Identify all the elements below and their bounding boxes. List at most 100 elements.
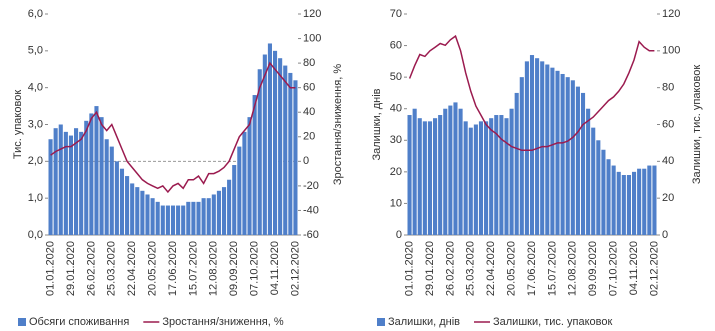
- bar: [478, 121, 484, 235]
- bar: [58, 124, 63, 235]
- bar: [48, 139, 53, 235]
- bar: [74, 128, 79, 235]
- x-tick-label: 07.10.2020: [249, 241, 261, 296]
- y2-tick-label: -20: [303, 180, 319, 192]
- bar: [109, 146, 114, 235]
- bar: [596, 140, 601, 235]
- y-tick-label: 70: [390, 8, 402, 20]
- legend-swatch: [18, 318, 26, 326]
- bar: [140, 190, 145, 235]
- bar: [272, 50, 278, 236]
- bar: [463, 121, 468, 235]
- x-tick-label: 26.02.2020: [85, 241, 97, 296]
- bar: [155, 201, 160, 235]
- legend-label: Залишки, днів: [388, 316, 460, 328]
- bar: [407, 115, 412, 235]
- bar: [94, 106, 99, 235]
- y-tick-label: 60: [390, 39, 402, 51]
- y2-tick-label: 60: [303, 82, 315, 94]
- x-tick-label: 26.02.2020: [444, 241, 456, 296]
- y-tick-label: 1,0: [28, 192, 43, 204]
- bar: [201, 198, 206, 235]
- bar: [412, 108, 417, 235]
- bar: [170, 205, 176, 235]
- bar: [283, 65, 288, 235]
- x-tick-label: 20.05.2020: [146, 241, 158, 296]
- bar: [114, 161, 119, 235]
- bar: [560, 73, 565, 235]
- bar: [130, 183, 135, 235]
- bar: [160, 205, 165, 235]
- bar: [262, 54, 267, 236]
- bar: [586, 108, 591, 235]
- y2-tick-label: 100: [303, 32, 321, 44]
- y2-tick-label: -60: [303, 229, 319, 241]
- bar: [267, 43, 272, 235]
- bar: [524, 61, 529, 235]
- y2-tick-label: 40: [662, 155, 674, 167]
- bar: [165, 205, 170, 235]
- bar: [293, 80, 298, 235]
- bar: [575, 86, 580, 235]
- x-tick-label: 04.11.2020: [628, 241, 640, 295]
- bar: [606, 159, 611, 235]
- bar: [252, 95, 257, 236]
- bar: [453, 102, 458, 236]
- y2-tick-label: 100: [662, 45, 680, 57]
- x-tick-label: 25.03.2020: [106, 241, 118, 296]
- bar: [529, 55, 535, 235]
- bar: [247, 117, 252, 235]
- x-tick-label: 01.01.2020: [403, 241, 415, 296]
- bar: [494, 115, 499, 235]
- x-tick-label: 07.10.2020: [608, 241, 620, 296]
- y2-tick-label: 60: [662, 118, 674, 130]
- bar: [242, 131, 247, 235]
- y-axis-title: Тис. упаковок: [12, 90, 24, 159]
- x-tick-label: 02.12.2020: [289, 241, 301, 296]
- bar: [232, 165, 237, 235]
- bar: [473, 124, 478, 235]
- y-tick-label: 4,0: [28, 82, 43, 94]
- bar: [642, 168, 647, 235]
- line: [50, 61, 296, 194]
- bar: [79, 131, 84, 235]
- bar: [237, 146, 242, 235]
- bar: [514, 92, 519, 235]
- bar: [616, 171, 621, 235]
- bar: [257, 69, 262, 235]
- bar: [119, 168, 125, 235]
- bar: [545, 64, 550, 235]
- bar: [519, 77, 524, 236]
- bar: [555, 70, 560, 235]
- bar: [150, 198, 155, 235]
- y2-tick-label: 20: [662, 192, 674, 204]
- bar: [601, 149, 606, 235]
- y2-tick-label: 40: [303, 106, 315, 118]
- y2-tick-label: 20: [303, 131, 315, 143]
- y-tick-label: 0: [396, 229, 402, 241]
- y-tick-label: 10: [390, 197, 402, 209]
- line: [408, 34, 655, 152]
- y2-tick-label: 0: [303, 155, 309, 167]
- bar: [417, 118, 422, 235]
- bar: [221, 187, 227, 235]
- y2-tick-label: 120: [662, 8, 680, 20]
- bar: [216, 190, 221, 235]
- bar: [186, 201, 191, 235]
- bar: [580, 92, 586, 235]
- x-tick-label: 25.03.2020: [465, 241, 477, 296]
- bar: [145, 194, 150, 235]
- legend-label: Залишки, тис. упаковок: [493, 316, 612, 328]
- y-tick-label: 5,0: [28, 45, 43, 57]
- x-tick-label: 12.08.2020: [208, 241, 220, 296]
- y-tick-label: 6,0: [28, 8, 43, 20]
- bar: [570, 80, 575, 235]
- bar: [504, 118, 509, 235]
- x-tick-label: 15.07.2020: [546, 241, 558, 296]
- y-tick-label: 40: [390, 103, 402, 115]
- x-tick-label: 15.07.2020: [187, 241, 199, 296]
- bar: [196, 201, 201, 235]
- bar: [176, 205, 181, 235]
- x-tick-label: 09.09.2020: [228, 241, 240, 296]
